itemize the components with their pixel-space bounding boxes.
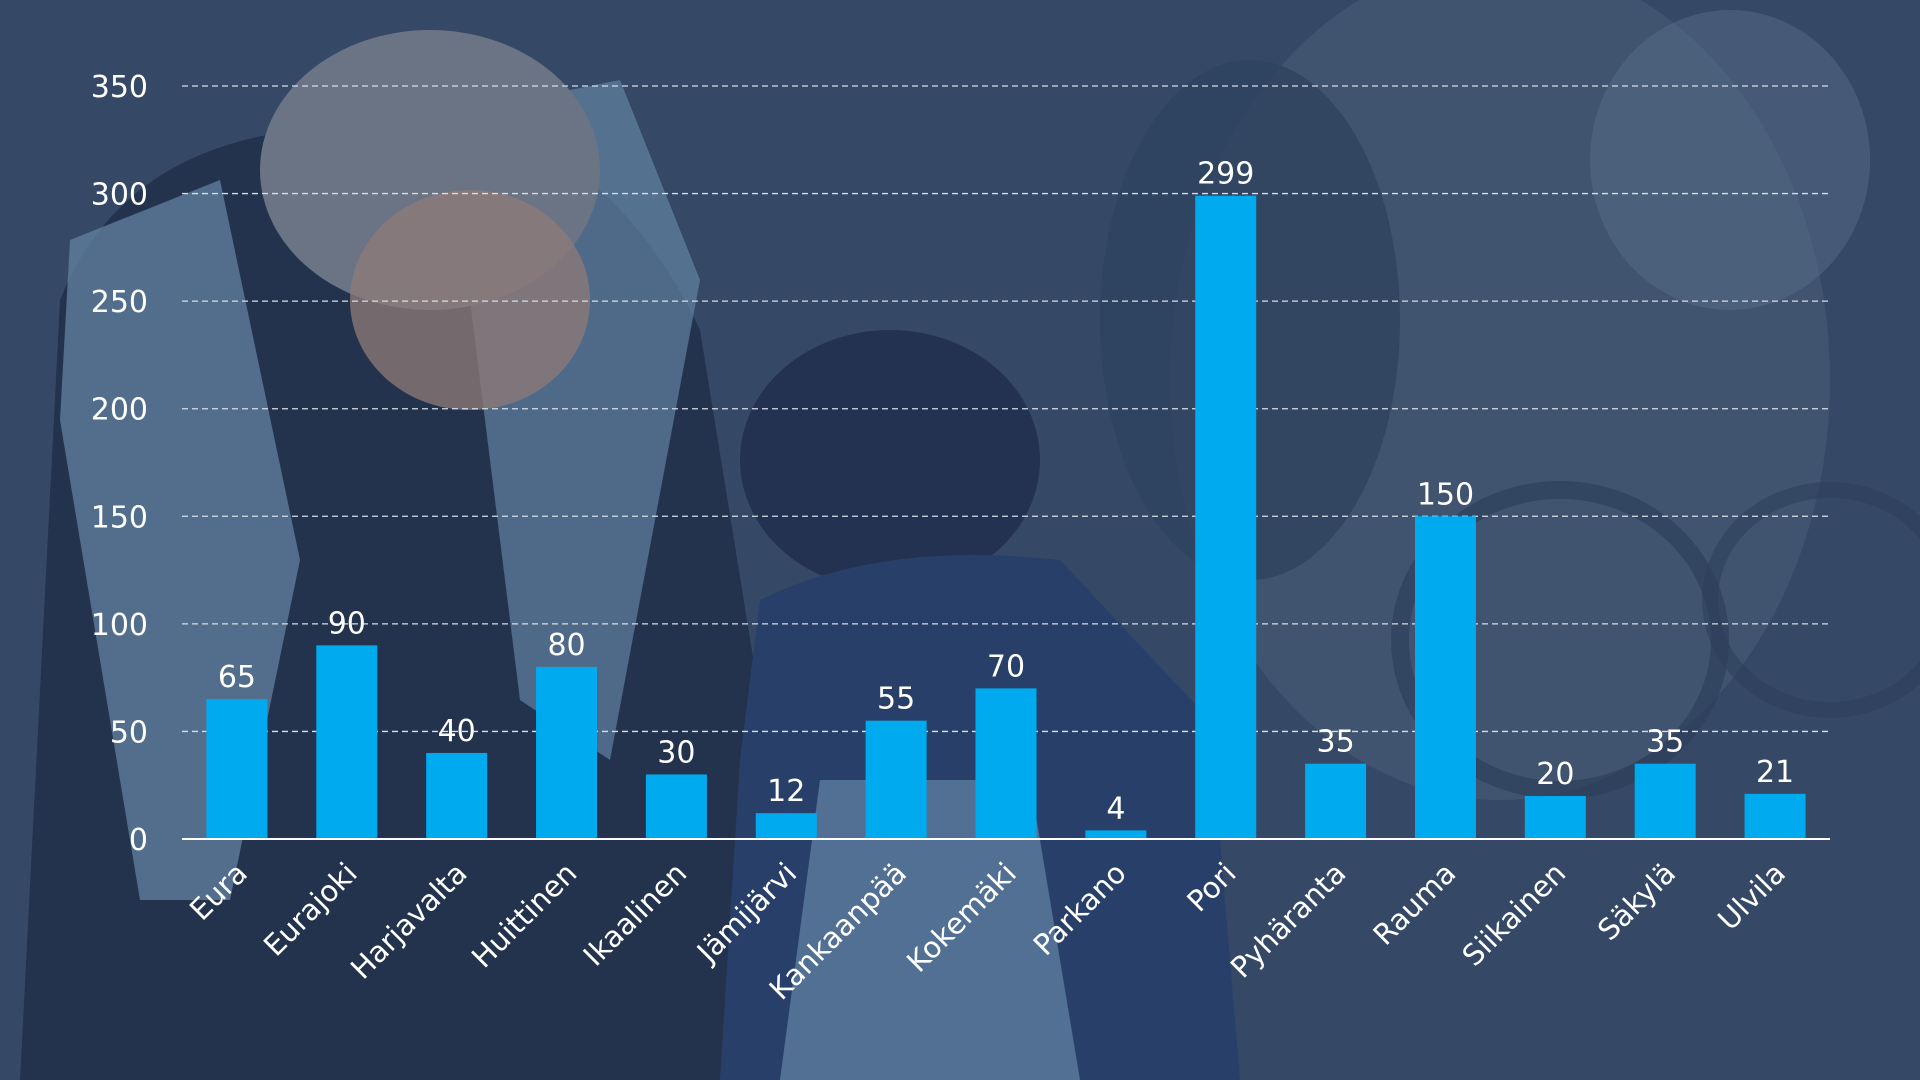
bar <box>865 720 927 839</box>
x-tick-label: Rauma <box>1366 856 1462 952</box>
data-label: 150 <box>1417 477 1474 512</box>
x-tick-label: Ikaalinen <box>577 856 694 973</box>
bar <box>975 688 1037 839</box>
bar <box>1524 795 1586 839</box>
data-label: 55 <box>877 682 915 717</box>
x-tick-label: Parkano <box>1027 856 1133 962</box>
data-label: 20 <box>1536 757 1574 792</box>
data-labels: 65 90 40 80 30 12 55 70 4 299 35 150 20 35 21 <box>218 157 1794 827</box>
y-tick-label: 100 <box>91 608 148 643</box>
bar <box>1085 830 1147 839</box>
bar <box>1305 763 1367 839</box>
bar <box>755 813 817 839</box>
bar <box>536 666 598 839</box>
y-tick-label: 250 <box>91 285 148 320</box>
x-tick-label: Eura <box>183 856 254 927</box>
y-tick-label: 350 <box>91 70 148 105</box>
data-label: 80 <box>547 628 585 663</box>
x-tick-label: Jämijärvi <box>689 856 803 970</box>
bar <box>1414 516 1476 839</box>
x-tick-label: Pyhäranta <box>1224 856 1353 985</box>
data-label: 299 <box>1197 157 1254 192</box>
y-axis-ticks: 0 50 100 150 200 250 300 350 <box>91 70 148 858</box>
y-tick-label: 300 <box>91 178 148 213</box>
x-tick-label: Kokemäki <box>900 856 1023 979</box>
y-tick-label: 50 <box>110 715 148 750</box>
data-label: 4 <box>1106 791 1125 826</box>
x-axis-ticks: Eura EurajokiHarjavaltaHuittinenIkaalinen… <box>183 856 1792 1006</box>
bar <box>316 645 378 839</box>
x-tick-label: Eurajoki <box>257 856 364 963</box>
grid-lines <box>182 85 1830 733</box>
data-label: 90 <box>328 606 366 641</box>
bar <box>1744 793 1806 839</box>
data-label: 30 <box>657 735 695 770</box>
x-tick-label: Harjavalta <box>344 856 474 986</box>
data-label: 21 <box>1756 755 1794 790</box>
data-label: 12 <box>767 774 805 809</box>
data-label: 40 <box>438 714 476 749</box>
bar <box>1195 195 1257 840</box>
data-label: 35 <box>1646 725 1684 760</box>
bar <box>426 752 488 839</box>
x-tick-label: Huittinen <box>465 856 584 975</box>
x-tick-label: Säkylä <box>1591 856 1682 947</box>
y-tick-label: 200 <box>91 393 148 428</box>
x-tick-label: Pori <box>1180 856 1242 918</box>
bar <box>645 774 707 839</box>
data-label: 70 <box>987 649 1025 684</box>
y-tick-label: 0 <box>129 823 148 858</box>
data-label: 35 <box>1317 725 1355 760</box>
data-label: 65 <box>218 660 256 695</box>
x-tick-label: Ulvila <box>1711 856 1792 937</box>
bars <box>206 195 1806 840</box>
y-tick-label: 150 <box>91 500 148 535</box>
bar <box>206 699 268 839</box>
x-tick-label: Siikainen <box>1455 856 1572 973</box>
bar <box>1634 763 1696 839</box>
